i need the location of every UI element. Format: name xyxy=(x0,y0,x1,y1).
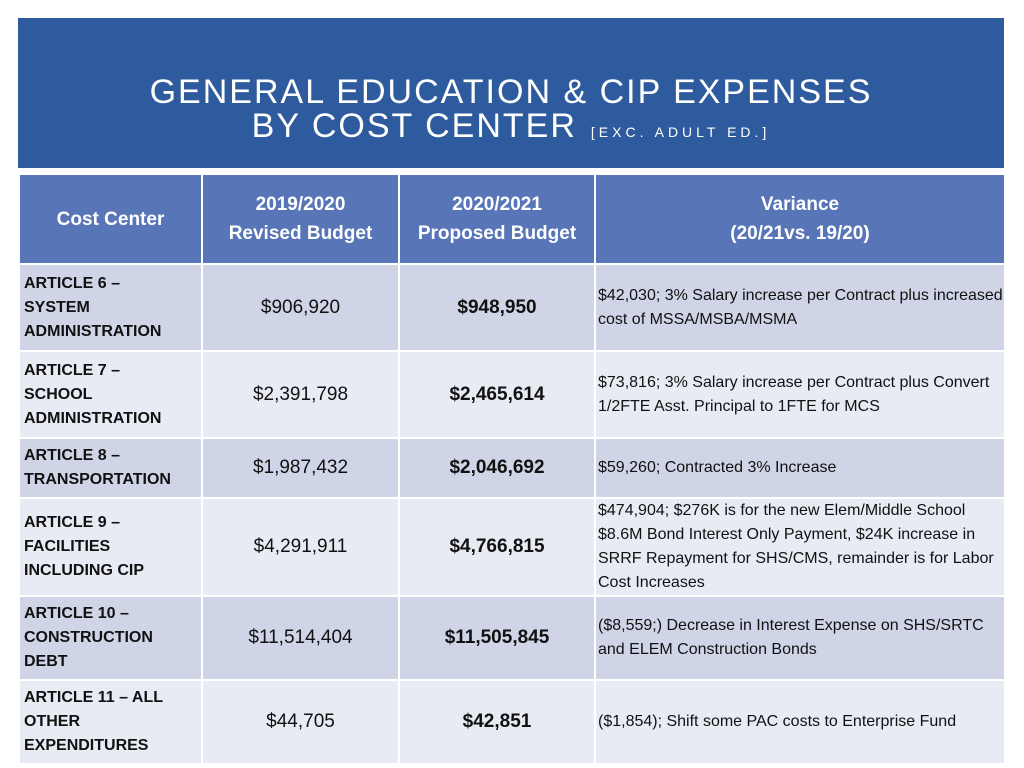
variance-cell: $42,030; 3% Salary increase per Contract… xyxy=(594,263,1006,352)
cost-center-line: FACILITIES xyxy=(24,538,111,555)
header-variance: Variance (20/21vs. 19/20) xyxy=(594,173,1006,265)
variance-cell: ($1,854); Shift some PAC costs to Enterp… xyxy=(594,679,1006,765)
revised-budget-cell: $44,705 xyxy=(201,679,400,765)
table-row: ARTICLE 8 – TRANSPORTATION $1,987,432 $2,… xyxy=(18,437,1006,499)
variance-cell: $474,904; $276K is for the new Elem/Midd… xyxy=(594,497,1006,597)
cost-center-line: ARTICLE 8 – xyxy=(24,447,121,464)
cost-center-line: INCLUDING CIP xyxy=(24,562,144,579)
header-revised-year: 2019/2020 xyxy=(255,194,346,215)
header-proposed-budget: 2020/2021 Proposed Budget xyxy=(398,173,596,265)
cost-center-cell: ARTICLE 11 – ALL OTHER EXPENDITURES xyxy=(18,679,203,765)
table-row: ARTICLE 9 – FACILITIES INCLUDING CIP $4,29… xyxy=(18,497,1006,597)
cost-center-line: ARTICLE 11 – ALL xyxy=(24,689,163,706)
revised-budget-cell: $11,514,404 xyxy=(201,595,400,681)
cost-center-line: SYSTEM xyxy=(24,298,90,316)
header-proposed-year: 2020/2021 xyxy=(452,194,542,215)
proposed-budget-cell: $2,465,614 xyxy=(398,350,596,439)
header-cost-center: Cost Center xyxy=(18,173,203,265)
cost-center-line: ARTICLE 7 – xyxy=(24,361,121,379)
page-subtitle: [EXC. ADULT ED.] xyxy=(590,124,771,140)
cost-center-cell: ARTICLE 8 – TRANSPORTATION xyxy=(18,437,203,499)
variance-cell: ($8,559;) Decrease in Interest Expense o… xyxy=(594,595,1006,681)
header-proposed-label: Proposed Budget xyxy=(417,223,577,244)
cost-center-cell: ARTICLE 9 – FACILITIES INCLUDING CIP xyxy=(18,497,203,597)
revised-budget-cell: $2,391,798 xyxy=(201,350,400,439)
proposed-budget-cell: $42,851 xyxy=(398,679,596,765)
variance-cell: $59,260; Contracted 3% Increase xyxy=(594,437,1006,499)
page-title-text: BY COST CENTER xyxy=(251,107,577,145)
cost-center-line: ARTICLE 6 – xyxy=(24,274,121,292)
cost-center-cell: ARTICLE 6 – SYSTEM ADMINISTRATION xyxy=(18,263,203,352)
header-revised-budget: 2019/2020 Revised Budget xyxy=(201,173,400,265)
revised-budget-cell: $906,920 xyxy=(201,263,400,352)
page-title-line2: BY COST CENTER [EXC. ADULT ED.] xyxy=(18,106,1004,152)
proposed-budget-cell: $948,950 xyxy=(398,263,596,352)
cost-center-line: TRANSPORTATION xyxy=(24,471,171,488)
cost-center-line: ADMINISTRATION xyxy=(24,322,162,340)
page-title: GENERAL EDUCATION & CIP EXPENSES xyxy=(149,73,873,111)
cost-center-line: DEBT xyxy=(24,653,68,670)
cost-center-line: OTHER xyxy=(24,713,80,730)
cost-center-cell: ARTICLE 7 – SCHOOL ADMINISTRATION xyxy=(18,350,203,439)
table-row: ARTICLE 11 – ALL OTHER EXPENDITURES $44,70… xyxy=(18,679,1006,765)
table-row: ARTICLE 6 – SYSTEM ADMINISTRATION $906,920… xyxy=(18,263,1006,352)
cost-center-line: ADMINISTRATION xyxy=(24,409,162,427)
header-variance-title: Variance xyxy=(760,194,840,215)
variance-cell: $73,816; 3% Salary increase per Contract… xyxy=(594,350,1006,439)
expense-table: Cost Center 2019/2020 Revised Budget 2020… xyxy=(18,173,1006,765)
title-banner: GENERAL EDUCATION & CIP EXPENSES BY COST… xyxy=(18,18,1004,168)
header-variance-label: (20/21vs. 19/20) xyxy=(730,223,870,244)
revised-budget-cell: $1,987,432 xyxy=(201,437,400,499)
revised-budget-cell: $4,291,911 xyxy=(201,497,400,597)
cost-center-line: EXPENDITURES xyxy=(24,737,149,754)
proposed-budget-cell: $2,046,692 xyxy=(398,437,596,499)
proposed-budget-cell: $11,505,845 xyxy=(398,595,596,681)
cost-center-line: ARTICLE 10 – xyxy=(24,605,129,622)
cost-center-cell: ARTICLE 10 – CONSTRUCTION DEBT xyxy=(18,595,203,681)
table-header-row: Cost Center 2019/2020 Revised Budget 2020… xyxy=(18,173,1006,265)
cost-center-line: CONSTRUCTION xyxy=(24,629,153,646)
cost-center-line: ARTICLE 9 – xyxy=(24,514,121,531)
cost-center-line: SCHOOL xyxy=(24,385,93,403)
proposed-budget-cell: $4,766,815 xyxy=(398,497,596,597)
table-row: ARTICLE 7 – SCHOOL ADMINISTRATION $2,391,7… xyxy=(18,350,1006,439)
table-body: ARTICLE 6 – SYSTEM ADMINISTRATION $906,920… xyxy=(18,263,1006,765)
table-row: ARTICLE 10 – CONSTRUCTION DEBT $11,514,404… xyxy=(18,595,1006,681)
header-revised-label: Revised Budget xyxy=(228,223,373,244)
